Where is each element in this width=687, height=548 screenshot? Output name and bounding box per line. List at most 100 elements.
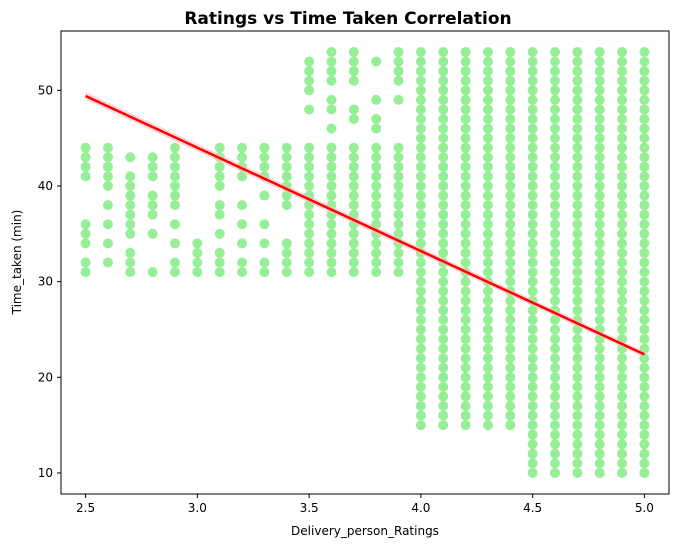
data-point xyxy=(639,66,650,77)
data-point xyxy=(371,257,382,268)
data-point xyxy=(639,362,650,373)
data-point xyxy=(170,267,180,278)
data-point xyxy=(80,152,91,163)
data-point xyxy=(170,238,180,249)
data-point xyxy=(326,104,337,115)
data-point xyxy=(572,247,583,258)
data-point xyxy=(192,257,203,268)
data-point xyxy=(348,238,359,249)
data-point xyxy=(572,200,583,211)
data-point xyxy=(594,161,605,172)
data-point xyxy=(438,133,449,144)
data-point xyxy=(460,276,471,287)
data-point xyxy=(281,152,292,163)
data-point xyxy=(438,410,449,421)
data-point xyxy=(527,257,538,268)
data-point xyxy=(281,171,292,182)
data-point xyxy=(482,372,493,383)
data-point xyxy=(259,161,270,172)
data-point xyxy=(371,180,382,191)
data-point xyxy=(550,228,560,239)
data-point xyxy=(572,104,583,115)
data-point xyxy=(80,219,91,230)
data-point xyxy=(80,228,91,239)
data-point xyxy=(482,142,493,153)
data-point xyxy=(415,56,426,67)
data-point xyxy=(304,85,315,96)
data-point xyxy=(550,276,560,287)
data-point xyxy=(594,305,605,316)
data-point xyxy=(371,247,382,258)
data-point xyxy=(527,353,538,364)
data-point xyxy=(482,85,493,96)
data-point xyxy=(80,267,91,278)
data-point xyxy=(415,133,426,144)
data-point xyxy=(550,152,560,163)
x-axis-label: Delivery_person_Ratings xyxy=(291,524,439,538)
data-point xyxy=(281,238,292,249)
data-point xyxy=(147,209,158,220)
data-point xyxy=(415,410,426,421)
data-point xyxy=(482,343,493,354)
y-axis-label: Time_taken (min) xyxy=(10,210,24,316)
data-point xyxy=(147,161,158,172)
data-point xyxy=(460,66,471,77)
data-point xyxy=(550,353,560,364)
data-point xyxy=(304,104,315,115)
data-point xyxy=(304,257,315,268)
data-point xyxy=(371,114,382,125)
data-point xyxy=(550,56,560,67)
data-point xyxy=(550,161,560,172)
data-point xyxy=(438,324,449,335)
data-point xyxy=(572,114,583,125)
data-point xyxy=(482,381,493,392)
data-point xyxy=(460,286,471,297)
data-point xyxy=(438,247,449,258)
data-point xyxy=(125,200,136,211)
data-point xyxy=(594,85,605,96)
data-point xyxy=(594,133,605,144)
data-point xyxy=(393,200,404,211)
data-point xyxy=(460,334,471,345)
data-point xyxy=(438,219,449,230)
data-point xyxy=(415,94,426,105)
data-point xyxy=(125,257,136,268)
data-point xyxy=(348,114,359,125)
data-point xyxy=(438,114,449,125)
data-point xyxy=(527,314,538,325)
data-point xyxy=(259,190,270,201)
data-point xyxy=(527,85,538,96)
data-point xyxy=(348,56,359,67)
data-point xyxy=(550,439,560,450)
data-point xyxy=(527,458,538,469)
data-point xyxy=(371,200,382,211)
y-axis: 10 20 30 40 50 xyxy=(38,83,61,480)
data-point xyxy=(371,190,382,201)
data-point xyxy=(527,171,538,182)
data-point xyxy=(304,75,315,86)
data-point xyxy=(505,75,516,86)
data-point xyxy=(617,238,628,249)
data-point xyxy=(505,353,516,364)
data-point xyxy=(505,334,516,345)
data-point xyxy=(527,133,538,144)
data-point xyxy=(505,209,516,220)
data-point xyxy=(527,410,538,421)
data-point xyxy=(527,420,538,431)
data-point xyxy=(527,228,538,239)
data-point xyxy=(415,85,426,96)
data-point xyxy=(594,209,605,220)
data-point xyxy=(550,295,560,306)
data-point xyxy=(617,372,628,383)
data-point xyxy=(505,238,516,249)
data-point xyxy=(505,190,516,201)
data-point xyxy=(550,180,560,191)
data-point xyxy=(617,56,628,67)
data-point xyxy=(594,56,605,67)
data-point xyxy=(482,219,493,230)
data-point xyxy=(393,190,404,201)
data-point xyxy=(527,161,538,172)
data-point xyxy=(438,56,449,67)
data-point xyxy=(326,152,337,163)
data-point xyxy=(550,209,560,220)
